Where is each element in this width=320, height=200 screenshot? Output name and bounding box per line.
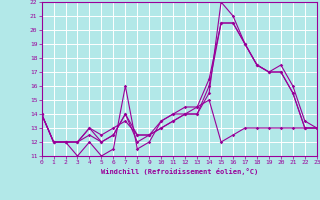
X-axis label: Windchill (Refroidissement éolien,°C): Windchill (Refroidissement éolien,°C) [100, 168, 258, 175]
